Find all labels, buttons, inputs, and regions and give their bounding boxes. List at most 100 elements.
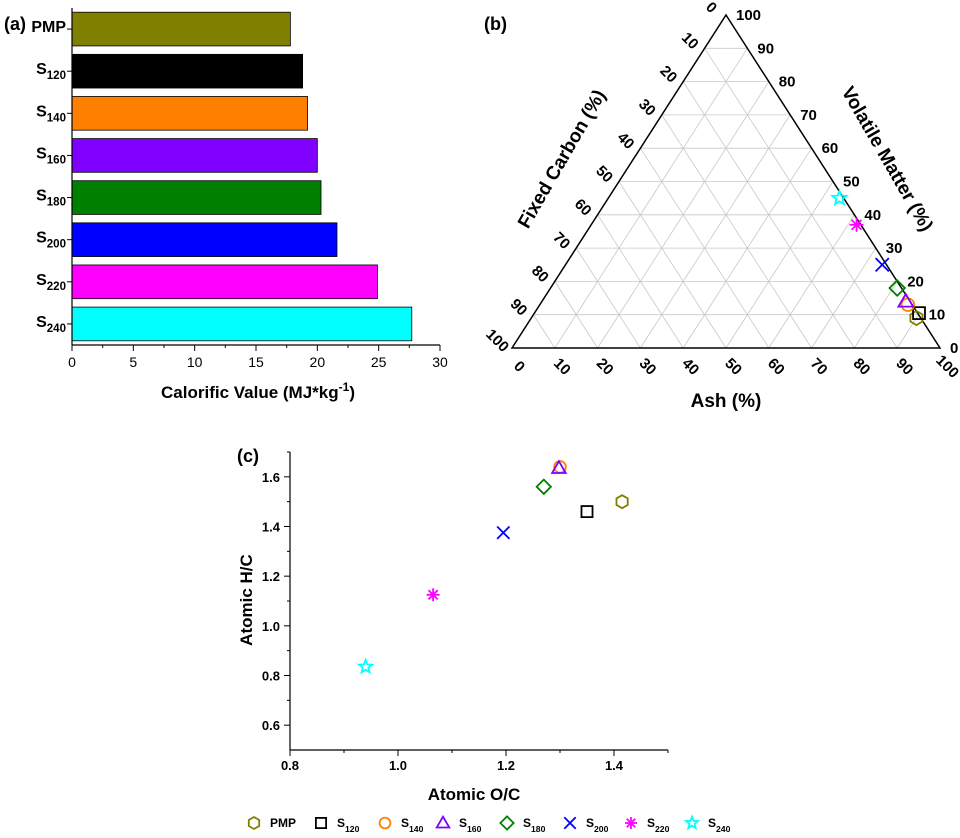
y-tick-label: 1.2 xyxy=(262,569,280,584)
fixed-carbon-tick-label: 50 xyxy=(592,162,616,186)
category-label-s180-base: S xyxy=(36,188,47,205)
x-axis-title-suffix: ) xyxy=(349,383,355,402)
scatter-point-s120 xyxy=(580,505,594,519)
legend-label-s160: S160 xyxy=(459,816,482,834)
volatile-matter-tick-label: 80 xyxy=(779,74,796,91)
ternary-point-s220-stroke3 xyxy=(850,219,863,231)
bar-s200 xyxy=(71,222,338,257)
category-label-s120-base: S xyxy=(36,61,47,78)
legend: PMP S120 S140 S160 S180 S200 S220 S240 xyxy=(247,814,731,834)
volatile-matter-tick-label: 10 xyxy=(929,307,946,324)
scatter-point-s220-stroke3 xyxy=(427,589,439,601)
category-label-s240: S240 xyxy=(36,314,66,335)
y-tick-label: 0.8 xyxy=(262,669,280,684)
fixed-carbon-tick-label: 90 xyxy=(507,296,531,320)
panel-label-a: (a) xyxy=(4,14,26,34)
ternary-gridline xyxy=(597,214,684,349)
legend-label-s220: S220 xyxy=(647,816,670,834)
y-tick-label: 0.6 xyxy=(262,718,280,733)
scatter-point-pmp-shape xyxy=(615,494,629,510)
y-axis-title: Atomic H/C xyxy=(237,554,256,646)
scatter-point-pmp xyxy=(615,494,629,510)
legend-label-s180: S180 xyxy=(523,816,546,834)
legend-marker-s220-stroke3 xyxy=(626,818,636,828)
legend-label-s180-sub: 180 xyxy=(531,824,546,834)
legend-marker-s160-shape xyxy=(435,814,451,829)
x-tick-label: 1.0 xyxy=(389,758,407,773)
bar-s180 xyxy=(71,180,322,215)
x-axis-title: Atomic O/C xyxy=(428,785,521,804)
ternary-point-s200-stroke2 xyxy=(874,257,890,273)
fixed-carbon-tick-label: 30 xyxy=(635,96,659,120)
category-label-s160-sub: 160 xyxy=(47,154,66,166)
legend-label-s160-sub: 160 xyxy=(467,824,482,834)
category-label-s200-sub: 200 xyxy=(47,239,66,251)
legend-marker-s240-shape xyxy=(683,814,701,831)
x-tick-label: 10 xyxy=(187,354,203,370)
ternary-gridline xyxy=(640,114,791,349)
category-label-pmp: PMP xyxy=(31,19,66,36)
ternary-gridline xyxy=(725,181,834,349)
bar-pmp xyxy=(71,11,291,47)
category-label-s240-base: S xyxy=(36,314,47,331)
volatile-matter-tick-label: 90 xyxy=(757,40,774,57)
ash-tick-label: 90 xyxy=(892,355,916,379)
legend-marker-s160 xyxy=(435,814,451,829)
volatile-matter-tick-label: 20 xyxy=(907,273,924,290)
ash-tick-label: 40 xyxy=(678,355,702,379)
ash-tick-label: 60 xyxy=(764,355,788,379)
x-tick-label: 30 xyxy=(432,354,448,370)
ternary-point-s160-shape xyxy=(896,292,915,308)
legend-marker-s120 xyxy=(314,817,327,830)
ash-tick-label: 80 xyxy=(850,355,874,379)
ternary-point-s120 xyxy=(912,306,926,320)
panel-c-scatter-plot: 0.8 1.0 1.2 1.4 0.6 0.8 1.0 1.2 1.4 1.6(c) Atomic … xyxy=(237,446,669,804)
legend-label-s240: S240 xyxy=(708,816,731,834)
x-tick-label: 1.2 xyxy=(497,758,515,773)
legend-label-pmp-base: PMP xyxy=(270,816,296,830)
x-tick-label: 20 xyxy=(310,354,326,370)
category-label-pmp-base: PMP xyxy=(31,19,66,36)
ternary-point-s240 xyxy=(830,188,849,207)
legend-label-s140: S140 xyxy=(401,816,424,834)
y-tick-label: 1.4 xyxy=(262,520,281,535)
volatile-matter-tick-label: 40 xyxy=(864,207,881,224)
legend-marker-pmp xyxy=(247,815,261,831)
legend-label-s240-base: S xyxy=(708,816,716,830)
x-axis-title-main: Calorific Value (MJ*kg xyxy=(161,383,339,402)
legend-marker-pmp-shape xyxy=(247,815,261,831)
volatile-matter-tick-label: 100 xyxy=(736,7,761,24)
scatter-point-s160-shape xyxy=(550,459,568,474)
legend-label-s120-base: S xyxy=(337,816,345,830)
legend-marker-s180-shape xyxy=(499,815,515,831)
category-label-s200: S200 xyxy=(36,230,66,251)
y-tick-label: 1.0 xyxy=(262,619,280,634)
category-label-s140-base: S xyxy=(36,103,47,120)
volatile-matter-tick-label: 30 xyxy=(886,240,903,257)
legend-label-s120-sub: 120 xyxy=(345,824,360,834)
ternary-gridline xyxy=(854,281,898,349)
scatter-point-s200 xyxy=(496,525,511,540)
panel-b-ternary-plot: 0 10 20 30 40 50 60 70 80 90 100010203040506070809… xyxy=(482,0,960,412)
ash-tick-label: 70 xyxy=(807,355,831,379)
legend-marker-s240 xyxy=(683,814,701,831)
ternary-gridline xyxy=(533,314,556,349)
legend-label-s140-sub: 140 xyxy=(409,824,424,834)
ternary-gridline xyxy=(554,48,748,349)
fixed-carbon-tick-label: 70 xyxy=(549,229,573,253)
category-label-s220: S220 xyxy=(36,272,66,293)
fixed-carbon-tick-label: 80 xyxy=(528,262,552,286)
category-label-s240-sub: 240 xyxy=(47,323,66,335)
x-tick-label: 0.8 xyxy=(281,758,299,773)
scatter-point-s240-shape xyxy=(356,657,375,675)
bar-s120 xyxy=(71,53,304,89)
ternary-gridline xyxy=(768,214,855,349)
legend-marker-s200 xyxy=(563,816,577,830)
volatile-matter-axis-title: Volatile Matter (%) xyxy=(837,83,937,235)
ternary-point-s120-shape xyxy=(912,306,926,320)
bar-s160 xyxy=(71,138,318,173)
x-tick-label: 15 xyxy=(248,354,264,370)
x-tick-label: 5 xyxy=(129,354,137,370)
scatter-point-s160 xyxy=(550,459,568,474)
